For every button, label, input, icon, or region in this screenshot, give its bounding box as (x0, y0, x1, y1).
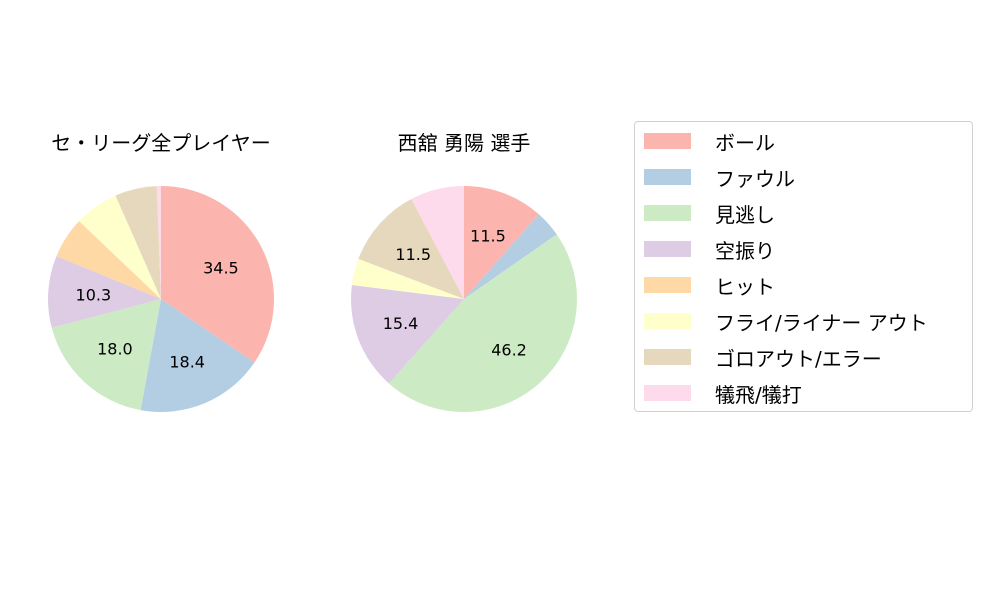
pie-slice (388, 234, 577, 412)
legend-label: 見逃し (715, 203, 775, 227)
pie-slice (464, 214, 557, 299)
slice-label: 18.4 (169, 353, 205, 372)
pie-chart-player: 11.5 46.2 15.4 11.5 (351, 186, 577, 412)
pie-slice (161, 186, 274, 363)
slice-label: 46.2 (491, 341, 527, 360)
legend-swatch (644, 241, 691, 257)
legend-swatch (644, 169, 691, 185)
pie-slice (351, 284, 464, 384)
pie-slice (156, 186, 161, 299)
slice-label: 15.4 (383, 314, 419, 333)
pie-slice (358, 198, 464, 299)
legend-label: ヒット (715, 275, 775, 299)
slice-label: 18.0 (97, 340, 133, 359)
pie-slice (56, 221, 161, 299)
pie-slice (115, 186, 161, 299)
chart-title-player: 西舘 勇陽 選手 (397, 131, 531, 155)
pie-slice (51, 299, 161, 411)
slice-label: 11.5 (470, 227, 506, 246)
legend-swatch (644, 277, 691, 293)
pie-chart-league: 34.5 18.4 18.0 10.3 (48, 186, 274, 412)
chart-title-league: セ・リーグ全プレイヤー (51, 131, 271, 155)
legend-label: 空振り (715, 239, 775, 263)
slice-label: 11.5 (395, 245, 431, 264)
legend-swatch (644, 385, 691, 401)
pie-slice (48, 256, 161, 328)
pie-slice (351, 258, 464, 299)
legend-label: フライ/ライナー アウト (715, 311, 928, 335)
legend-label: ゴロアウト/エラー (715, 347, 882, 371)
legend-swatch (644, 205, 691, 221)
legend-label: 犠飛/犠打 (715, 383, 802, 407)
pie-slice (464, 186, 539, 299)
legend-swatch (644, 133, 691, 149)
pie-slice (411, 186, 464, 299)
slice-label: 34.5 (203, 258, 239, 277)
legend-label: ファウル (715, 167, 795, 191)
legend-swatch (644, 313, 691, 329)
legend-swatch (644, 349, 691, 365)
legend: ボール ファウル 見逃し 空振り ヒット フライ/ライナー アウト ゴロアウト/… (634, 121, 973, 412)
pie-slice (79, 195, 161, 299)
slice-label: 10.3 (76, 286, 112, 305)
pie-slice (140, 299, 255, 412)
legend-label: ボール (715, 131, 775, 155)
